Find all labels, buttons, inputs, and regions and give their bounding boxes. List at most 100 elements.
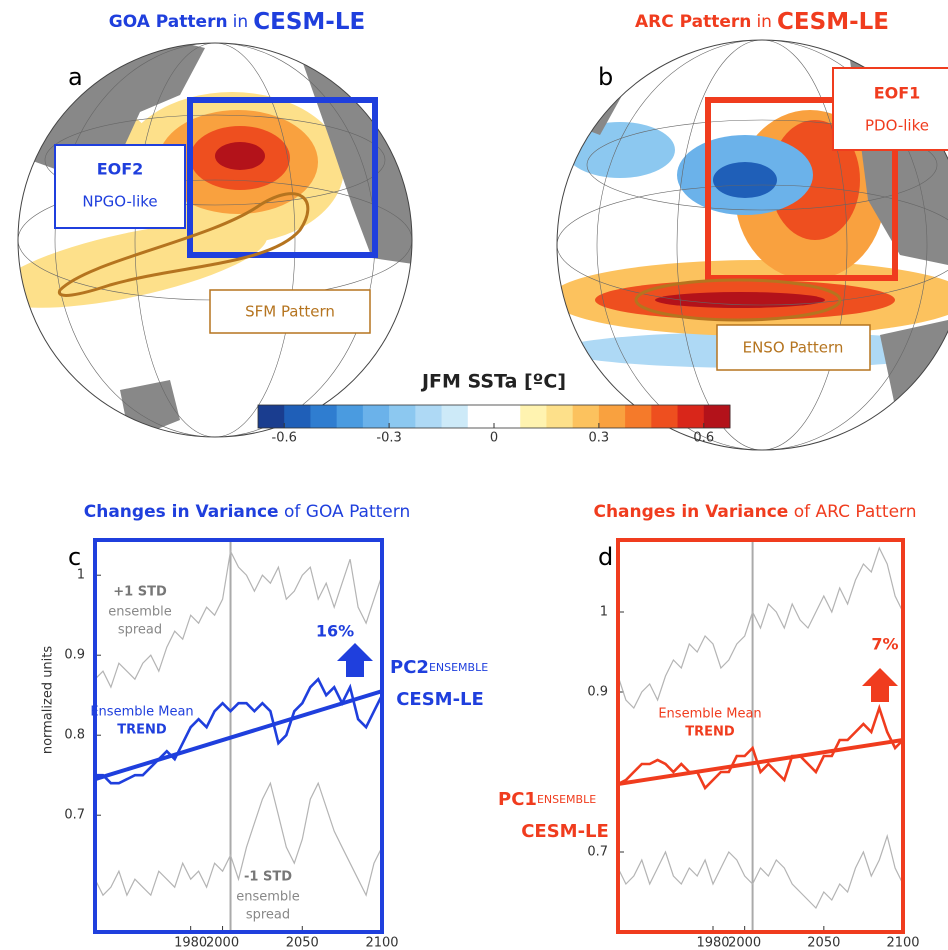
colorbar-swatch (362, 405, 390, 428)
annotation: 7% (871, 635, 898, 654)
x-tick-label: 2050 (286, 936, 319, 950)
colorbar-swatch (677, 405, 705, 428)
chart-frame (616, 538, 905, 934)
colorbar-swatch (520, 405, 547, 428)
line-chart: Changes in Variance of GOA Pattern c norma… (41, 502, 489, 950)
annotation: spread (118, 623, 162, 638)
chart-title: Changes in Variance of ARC Pattern (593, 502, 916, 522)
series-line (94, 549, 383, 689)
panel-letter: c (68, 543, 81, 571)
annotation: ensemble (236, 890, 300, 905)
chart-title-rest: of GOA Pattern (284, 502, 410, 522)
y-tick-label: 0.8 (64, 728, 85, 743)
x-tick-label: 2000 (206, 936, 239, 950)
pc-name: PC2 (390, 657, 429, 678)
colorbar: -0.6 -0.3 0 0.3 0.6 (257, 404, 731, 446)
eof-box (54, 144, 186, 229)
annotation: 16% (316, 622, 354, 641)
pc-model: CESM-LE (521, 821, 609, 842)
charts: Changes in Variance of GOA Pattern c norma… (41, 502, 920, 950)
colorbar-swatch (415, 405, 443, 428)
pattern-label: SFM Pattern (245, 303, 335, 321)
pc-label: PC1ENSEMBLE (498, 789, 596, 810)
colorbar-tick-label: 0.3 (589, 431, 610, 446)
annotation: +1 STD (113, 585, 167, 600)
pc-sub: ENSEMBLE (429, 661, 488, 674)
colorbar-swatch (572, 405, 600, 428)
colorbar-tick-label: 0.6 (693, 431, 714, 446)
annotation: -1 STD (244, 870, 292, 885)
colorbar-swatch (546, 405, 574, 428)
colorbar-swatch (467, 405, 495, 428)
pc-model: CESM-LE (396, 689, 484, 710)
annotation: TREND (685, 725, 735, 740)
y-tick-label: 0.7 (587, 845, 608, 860)
panel-letter: d (598, 543, 613, 571)
colorbar-title: JFM SSTa [ºC] (420, 371, 566, 393)
map-title: ARC Pattern in CESM-LE (635, 9, 889, 35)
colorbar-swatch (441, 405, 469, 428)
eof-label: EOF1 (874, 84, 921, 103)
region-box (705, 97, 898, 281)
chart-title-bold: Changes in Variance (84, 502, 279, 522)
globe-a (18, 43, 412, 437)
x-tick-label: 1980 (696, 936, 729, 950)
panel-letter: a (68, 63, 83, 91)
y-tick-label: 0.9 (64, 648, 85, 663)
colorbar-swatch (336, 405, 364, 428)
pattern-box (716, 324, 871, 371)
eof-desc: NPGO-like (82, 193, 157, 211)
eof-desc: PDO-like (865, 117, 929, 135)
colorbar-swatch (258, 405, 285, 428)
series-line (617, 703, 904, 791)
sfm-outline (57, 192, 310, 297)
colorbar-tick-label: -0.6 (272, 431, 297, 446)
pc-name: PC1 (498, 789, 537, 810)
colorbar-tick-label: -0.3 (376, 431, 401, 446)
y-tick-label: 0.9 (587, 685, 608, 700)
y-tick-label: 1 (77, 568, 85, 583)
arrow (337, 643, 373, 677)
pattern-box (209, 289, 371, 334)
map-title: GOA Pattern in CESM-LE (109, 9, 365, 35)
colorbar-swatch (310, 405, 338, 428)
chart-title-rest: of ARC Pattern (794, 502, 917, 522)
x-tick-label: 2000 (728, 936, 761, 950)
colorbar-swatch (625, 405, 652, 428)
x-tick-label: 2100 (365, 936, 398, 950)
annotation: Ensemble Mean (658, 707, 761, 722)
pc-label: PC2ENSEMBLE (390, 657, 488, 678)
y-axis-label: normalized units (41, 646, 56, 755)
annotation: ensemble (108, 605, 172, 620)
chart-frame (93, 538, 384, 934)
x-tick-label: 2100 (886, 936, 919, 950)
x-tick-label: 2050 (807, 936, 840, 950)
colorbar-swatch (389, 405, 416, 428)
annotation: Ensemble Mean (90, 705, 193, 720)
trend-line (617, 738, 904, 786)
annotation: spread (246, 908, 290, 923)
colorbar-swatch (494, 405, 521, 428)
line-chart: Changes in Variance of ARC Pattern d 0.7 0.… (498, 502, 920, 950)
region-box (187, 97, 378, 258)
colorbar-swatch (284, 405, 311, 428)
series-line (617, 833, 904, 910)
trend-line (94, 689, 383, 782)
colorbar-swatch (703, 405, 731, 428)
eof-box (832, 67, 948, 151)
series-line (94, 781, 383, 897)
colorbar-swatch (598, 405, 626, 428)
series-line (95, 676, 384, 785)
colorbar-tick-label: 0 (490, 431, 498, 446)
pc-sub: ENSEMBLE (537, 793, 596, 806)
pattern-label: ENSO Pattern (743, 339, 844, 357)
chart-title-bold: Changes in Variance (593, 502, 788, 522)
x-tick-label: 1980 (174, 936, 207, 950)
panel-letter: b (598, 63, 613, 91)
colorbar-swatch (651, 405, 679, 428)
arrow (862, 668, 898, 702)
y-tick-label: 0.7 (64, 808, 85, 823)
y-tick-label: 1 (600, 605, 608, 620)
annotation: TREND (117, 723, 167, 738)
